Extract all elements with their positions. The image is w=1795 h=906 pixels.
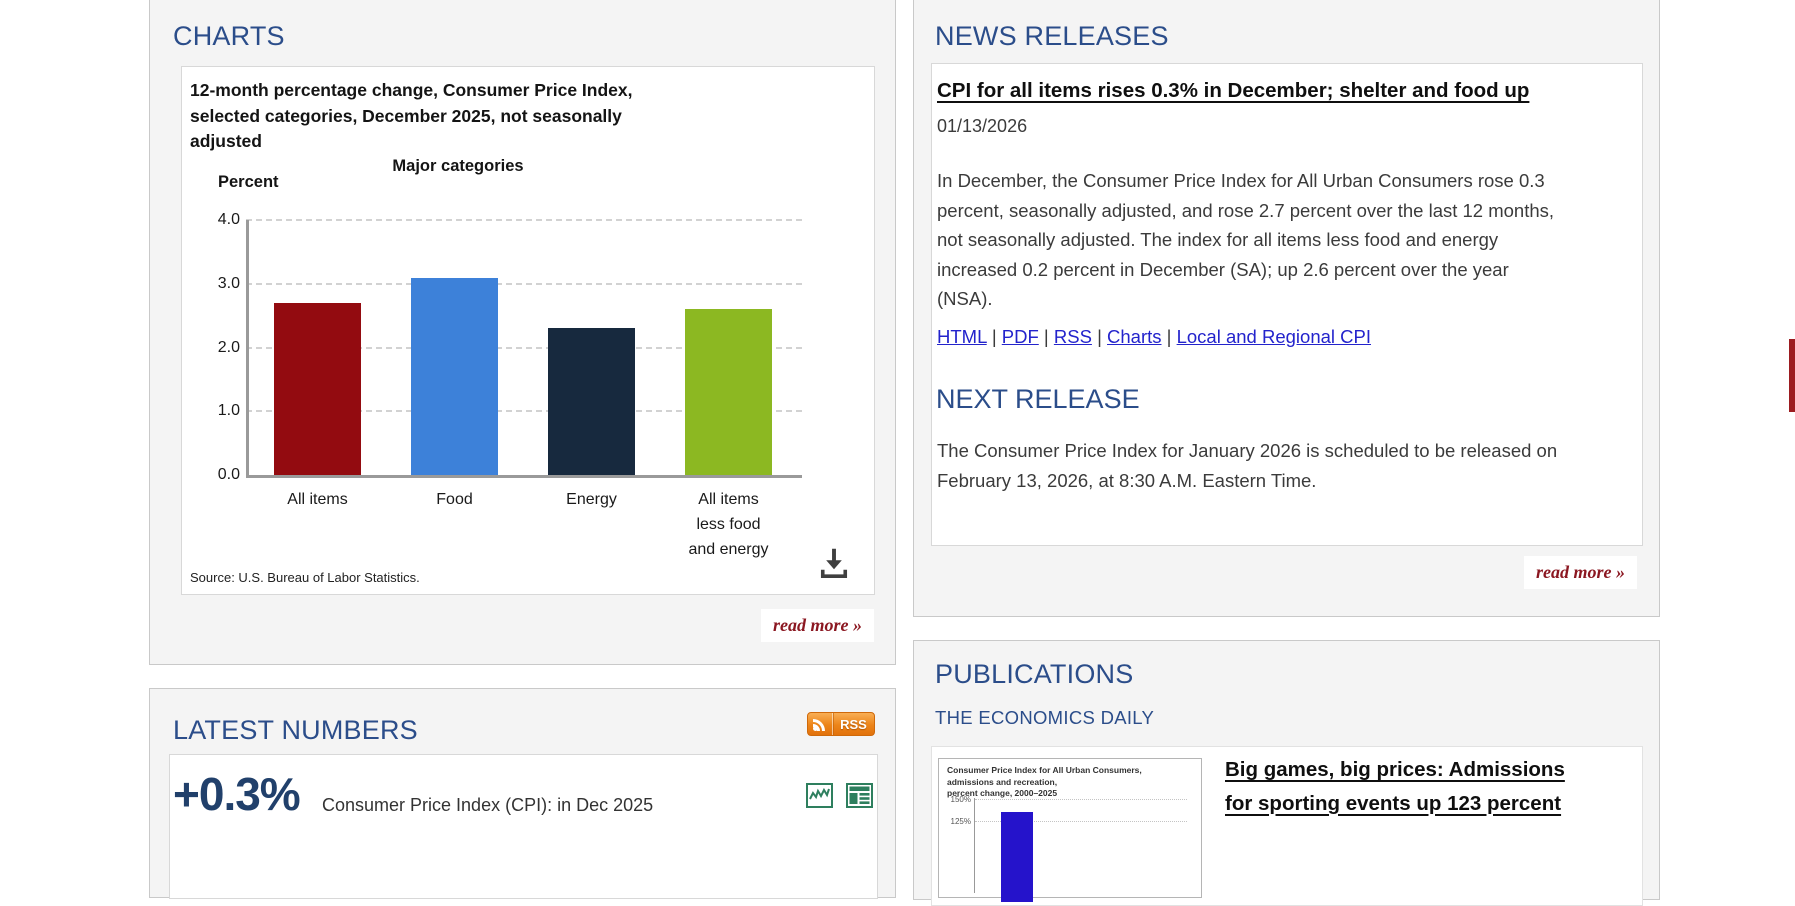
table-icon [846, 783, 873, 808]
latest-numbers-panel: LATEST NUMBERS RSS +0.3% Consumer Price … [149, 688, 896, 899]
chart-title: 12-month percentage change, Consumer Pri… [190, 80, 633, 151]
download-icon [820, 548, 848, 578]
thumbnail-y-axis [974, 798, 975, 893]
link-separator: | [1043, 326, 1054, 347]
x-axis-line [246, 475, 802, 478]
pdf-link[interactable]: PDF [1001, 326, 1039, 347]
charts-panel-heading: CHARTS [173, 21, 285, 51]
news-read-more-link[interactable]: read more » [1524, 556, 1637, 589]
y-axis-line [246, 220, 249, 478]
bls-cpi-page: { "colors": { "heading_blue": "#2b4d8a",… [149, 0, 1795, 906]
thumbnail-y-tick: 150% [950, 795, 971, 804]
feedback-edge-tab[interactable] [1789, 339, 1795, 412]
charts-link[interactable]: Charts [1107, 326, 1162, 347]
economics-daily-headline-link[interactable]: Big games, big prices: Admissions for spo… [1225, 758, 1565, 815]
next-release-text: The Consumer Price Index for January 202… [937, 440, 1558, 491]
gridline [246, 282, 802, 285]
local-regional-cpi-link[interactable]: Local and Regional CPI [1176, 326, 1371, 347]
latest-numbers-content: +0.3% Consumer Price Index (CPI): in Dec… [169, 754, 878, 899]
cpi-bar-chart: 12-month percentage change, Consumer Pri… [181, 66, 875, 595]
y-tick-label: 3.0 [217, 274, 240, 292]
news-release-format-links: HTML | PDF | RSS | Charts | Local and Re… [937, 326, 1371, 348]
news-release-summary: In December, the Consumer Price Index fo… [937, 170, 1555, 309]
charts-read-more-link[interactable]: read more » [761, 609, 874, 642]
html-link[interactable]: HTML [937, 326, 987, 347]
news-release-date: 01/13/2026 [937, 116, 1028, 136]
thumbnail-chart-title: Consumer Price Index for All Urban Consu… [947, 765, 1142, 798]
chart-source-note: Source: U.S. Bureau of Labor Statistics. [190, 570, 420, 585]
link-separator: | [1166, 326, 1177, 347]
news-release-headline-link[interactable]: CPI for all items rises 0.3% in December… [937, 79, 1530, 102]
y-tick-label: 1.0 [217, 402, 240, 420]
link-separator: | [1097, 326, 1108, 347]
bar-all-items [274, 303, 361, 475]
y-tick-label: 4.0 [217, 211, 240, 229]
y-tick-label: 0.0 [217, 466, 240, 483]
x-category-label: All items less food and energy [688, 491, 769, 558]
historical-chart-button[interactable] [806, 783, 833, 808]
charts-panel: CHARTS 12-month percentage change, Consu… [149, 0, 896, 665]
bar-energy [548, 328, 635, 475]
publications-content: Consumer Price Index for All Urban Consu… [931, 746, 1643, 906]
publications-panel: PUBLICATIONS THE ECONOMICS DAILY Consume… [913, 640, 1660, 906]
link-separator: | [991, 326, 1002, 347]
news-releases-heading: NEWS RELEASES [935, 21, 1169, 51]
x-category-label: Food [436, 491, 473, 508]
y-tick-label: 2.0 [217, 338, 240, 356]
economics-daily-label: THE ECONOMICS DAILY [935, 707, 1155, 728]
rss-button[interactable]: RSS [807, 712, 875, 736]
x-category-label: All items [287, 491, 348, 508]
chart-download-button[interactable] [816, 545, 856, 585]
bar-all-items-less-food-and-energy [685, 309, 772, 475]
gridline [246, 410, 802, 413]
next-release-heading: NEXT RELEASE [936, 384, 1140, 414]
x-category-label: Energy [566, 491, 617, 508]
bar-food [411, 278, 498, 475]
line-chart-icon [806, 783, 833, 808]
gridline [246, 219, 802, 222]
latest-numbers-heading: LATEST NUMBERS [173, 715, 418, 745]
news-release-content: CPI for all items rises 0.3% in December… [931, 63, 1643, 546]
chart-y-axis-label: Percent [218, 173, 279, 191]
thumbnail-gridline [975, 799, 1187, 800]
chart-subtitle: Major categories [392, 157, 524, 175]
gridline [246, 346, 802, 349]
news-releases-panel: NEWS RELEASES CPI for all items rises 0.… [913, 0, 1660, 617]
rss-icon [808, 713, 833, 735]
cpi-latest-value-label: Consumer Price Index (CPI): in Dec 2025 [322, 795, 654, 815]
cpi-latest-value[interactable]: +0.3% [173, 768, 301, 820]
rss-link[interactable]: RSS [1053, 326, 1092, 347]
chart-plot-area: 0.0 1.0 2.0 3.0 4.0 All items Food Energy All it… [182, 67, 874, 594]
article-thumbnail[interactable]: Consumer Price Index for All Urban Consu… [938, 758, 1202, 902]
thumbnail-y-tick: 125% [950, 817, 971, 826]
rss-button-label: RSS [840, 716, 867, 732]
thumbnail-bar [1001, 812, 1033, 902]
publications-heading: PUBLICATIONS [935, 659, 1134, 689]
data-table-button[interactable] [846, 783, 873, 808]
